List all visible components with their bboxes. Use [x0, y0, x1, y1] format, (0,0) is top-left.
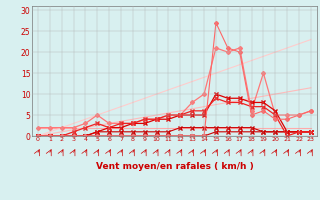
X-axis label: Vent moyen/en rafales ( km/h ): Vent moyen/en rafales ( km/h ) — [96, 162, 253, 171]
